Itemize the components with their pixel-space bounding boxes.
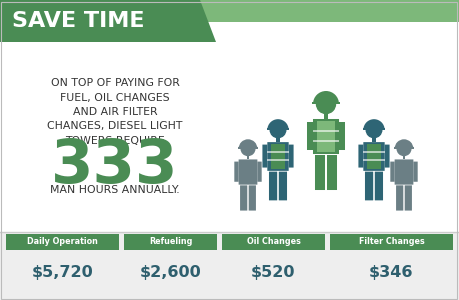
FancyBboxPatch shape [0,232,459,300]
FancyBboxPatch shape [395,159,414,184]
Text: $520: $520 [251,265,296,280]
Text: Oil Changes: Oil Changes [246,238,301,247]
FancyBboxPatch shape [238,147,258,148]
Text: AND AIR FILTER: AND AIR FILTER [73,107,157,117]
FancyBboxPatch shape [257,162,262,182]
Circle shape [397,142,411,155]
FancyBboxPatch shape [289,145,294,168]
Polygon shape [0,0,216,42]
Text: Daily Operation: Daily Operation [27,238,98,247]
FancyBboxPatch shape [234,162,239,182]
Text: CHANGES, DIESEL LIGHT: CHANGES, DIESEL LIGHT [47,122,183,131]
FancyBboxPatch shape [390,162,395,182]
FancyBboxPatch shape [124,234,217,250]
FancyBboxPatch shape [372,130,375,142]
Wedge shape [239,139,257,148]
Circle shape [270,122,286,138]
Circle shape [317,94,336,113]
FancyBboxPatch shape [394,147,414,148]
FancyBboxPatch shape [0,0,459,22]
FancyBboxPatch shape [363,128,386,130]
FancyBboxPatch shape [271,144,285,169]
Text: Filter Changes: Filter Changes [358,238,425,247]
FancyBboxPatch shape [358,145,364,168]
FancyBboxPatch shape [339,122,345,150]
FancyBboxPatch shape [276,130,280,142]
FancyBboxPatch shape [330,234,453,250]
Text: SAVE TIME: SAVE TIME [12,11,145,31]
Wedge shape [313,91,339,104]
FancyBboxPatch shape [246,148,249,159]
FancyBboxPatch shape [324,104,328,119]
FancyBboxPatch shape [313,140,339,142]
FancyBboxPatch shape [240,185,247,211]
FancyBboxPatch shape [317,121,335,152]
Text: $2,600: $2,600 [140,265,202,280]
FancyBboxPatch shape [403,148,405,159]
Text: 333: 333 [51,137,179,196]
Circle shape [241,142,255,155]
FancyBboxPatch shape [385,145,390,168]
FancyBboxPatch shape [375,172,383,200]
FancyBboxPatch shape [367,144,381,169]
Text: TOWERS REQUIRE: TOWERS REQUIRE [65,136,165,146]
Wedge shape [395,139,414,148]
FancyBboxPatch shape [405,185,412,211]
FancyBboxPatch shape [269,172,277,200]
FancyBboxPatch shape [327,155,337,190]
FancyBboxPatch shape [313,119,339,154]
FancyBboxPatch shape [267,159,289,161]
Wedge shape [267,119,289,130]
Circle shape [366,122,382,138]
FancyBboxPatch shape [313,130,339,132]
Text: ON TOP OF PAYING FOR: ON TOP OF PAYING FOR [50,78,179,88]
FancyBboxPatch shape [267,128,290,130]
FancyBboxPatch shape [312,102,340,104]
Text: Refueling: Refueling [149,238,192,247]
FancyBboxPatch shape [364,142,385,171]
Wedge shape [364,119,385,130]
FancyBboxPatch shape [222,234,325,250]
FancyBboxPatch shape [364,151,385,153]
FancyBboxPatch shape [239,159,257,184]
FancyBboxPatch shape [315,155,325,190]
FancyBboxPatch shape [6,234,119,250]
Text: $5,720: $5,720 [32,265,93,280]
FancyBboxPatch shape [307,122,313,150]
FancyBboxPatch shape [267,151,289,153]
FancyBboxPatch shape [414,162,418,182]
Text: MAN HOURS ANNUALLY.: MAN HOURS ANNUALLY. [50,185,180,195]
FancyBboxPatch shape [396,185,403,211]
FancyBboxPatch shape [249,185,256,211]
Text: $346: $346 [369,265,414,280]
FancyBboxPatch shape [365,172,373,200]
FancyBboxPatch shape [364,159,385,161]
FancyBboxPatch shape [263,145,267,168]
FancyBboxPatch shape [267,142,289,171]
Text: FUEL, OIL CHANGES: FUEL, OIL CHANGES [60,92,170,103]
FancyBboxPatch shape [279,172,287,200]
